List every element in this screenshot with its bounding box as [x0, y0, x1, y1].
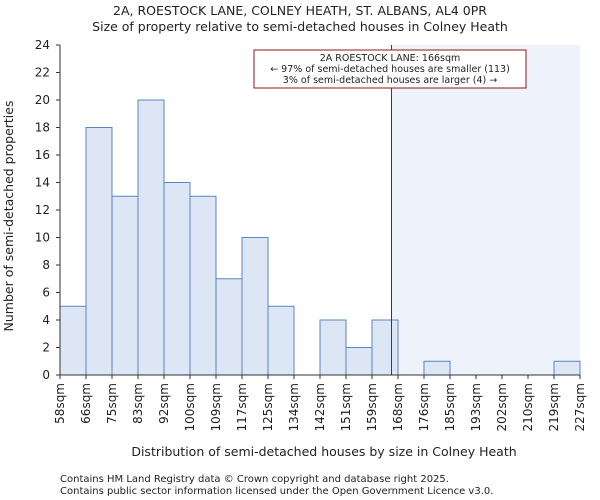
- x-tick-label: 227sqm: [573, 383, 587, 431]
- bar-142sqm: [319, 319, 347, 376]
- bar-159sqm: [371, 319, 399, 376]
- annotation-line-1: 2A ROESTOCK LANE: 166sqm: [320, 53, 461, 64]
- y-tick-label: 0: [42, 368, 50, 382]
- y-tick-label: 4: [42, 313, 50, 327]
- y-tick-label: 8: [42, 258, 50, 272]
- bars: [59, 99, 581, 376]
- bar-117sqm: [241, 237, 269, 376]
- bar-75sqm: [111, 195, 139, 376]
- bar-219sqm: [553, 360, 581, 376]
- annotation-line-2: ← 97% of semi-detached houses are smalle…: [270, 64, 510, 75]
- y-tick-label: 22: [35, 66, 50, 80]
- x-tick-label: 185sqm: [443, 383, 457, 431]
- x-tick-label: 159sqm: [365, 383, 379, 431]
- x-tick-label: 210sqm: [521, 383, 535, 431]
- y-tick-label: 16: [35, 148, 50, 162]
- larger-region-highlight: [391, 45, 580, 375]
- x-tick-label: 202sqm: [495, 383, 509, 431]
- x-tick-label: 109sqm: [209, 383, 223, 431]
- chart-title: 2A, ROESTOCK LANE, COLNEY HEATH, ST. ALB…: [113, 3, 487, 18]
- x-tick-label: 100sqm: [183, 383, 197, 431]
- y-tick-label: 6: [42, 286, 50, 300]
- x-tick-label: 92sqm: [157, 383, 171, 424]
- x-tick-label: 176sqm: [417, 383, 431, 431]
- bar-151sqm: [345, 347, 373, 376]
- x-tick-label: 193sqm: [469, 383, 483, 431]
- x-tick-label: 83sqm: [131, 383, 145, 424]
- bar-83sqm: [137, 99, 165, 376]
- footer-line-1: Contains HM Land Registry data © Crown c…: [60, 474, 449, 485]
- x-tick-label: 75sqm: [105, 383, 119, 424]
- bar-92sqm: [163, 182, 191, 376]
- y-tick-label: 10: [35, 231, 50, 245]
- bar-58sqm: [59, 305, 87, 376]
- bar-66sqm: [85, 127, 113, 376]
- y-tick-label: 12: [35, 203, 50, 217]
- y-tick-label: 2: [42, 341, 50, 355]
- x-tick-label: 125sqm: [261, 383, 275, 431]
- y-tick-label: 18: [35, 121, 50, 135]
- y-axis-label: Number of semi-detached properties: [1, 101, 16, 332]
- x-axis: 58sqm 66sqm 75sqm 83sqm 92sqm 100sqm 109sqm 117…: [53, 375, 587, 431]
- annotation-box: 2A ROESTOCK LANE: 166sqm ← 97% of semi-d…: [253, 49, 527, 89]
- x-tick-label: 151sqm: [339, 383, 353, 431]
- chart-subtitle: Size of property relative to semi-detach…: [92, 19, 508, 34]
- y-tick-label: 14: [35, 176, 50, 190]
- x-tick-label: 58sqm: [53, 383, 67, 424]
- x-axis-label: Distribution of semi-detached houses by …: [131, 444, 516, 459]
- x-tick-label: 134sqm: [287, 383, 301, 431]
- x-tick-label: 117sqm: [235, 383, 249, 431]
- bar-109sqm: [215, 278, 243, 376]
- bar-100sqm: [189, 195, 217, 376]
- y-tick-label: 24: [35, 38, 50, 52]
- y-tick-label: 20: [35, 93, 50, 107]
- x-tick-label: 219sqm: [547, 383, 561, 431]
- annotation-line-3: 3% of semi-detached houses are larger (4…: [283, 75, 497, 86]
- bar-176sqm: [423, 360, 451, 376]
- x-tick-label: 142sqm: [313, 383, 327, 431]
- bar-125sqm: [267, 305, 295, 376]
- footer-line-2: Contains public sector information licen…: [60, 486, 493, 497]
- x-tick-label: 66sqm: [79, 383, 93, 424]
- x-tick-label: 168sqm: [391, 383, 405, 431]
